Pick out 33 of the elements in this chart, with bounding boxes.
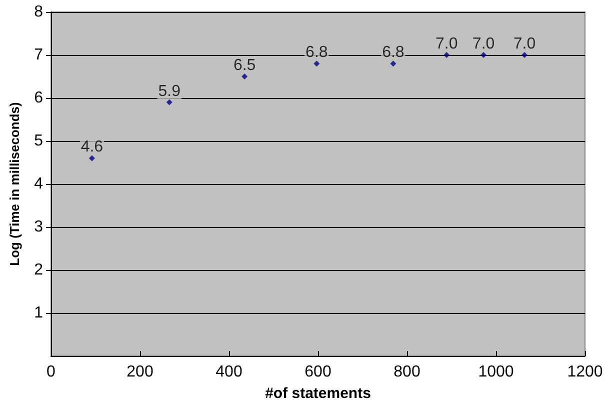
y-tick-label: 7 bbox=[34, 46, 44, 64]
data-label: 6.8 bbox=[306, 44, 328, 62]
data-label: 7.0 bbox=[472, 36, 495, 52]
data-label: 4.6 bbox=[80, 138, 104, 156]
data-label: 6.8 bbox=[382, 44, 404, 62]
y-tick-label: 3 bbox=[34, 218, 44, 236]
point bbox=[242, 74, 248, 80]
y-tick-label: 4 bbox=[34, 176, 44, 192]
point bbox=[314, 60, 320, 67]
x-tick-label: 200 bbox=[126, 364, 154, 380]
y-tick-label: 2 bbox=[34, 262, 44, 278]
x-axis-title: #of statements bbox=[265, 385, 371, 402]
point bbox=[390, 60, 396, 67]
data-label: 6.5 bbox=[233, 57, 256, 74]
x-tick-label: 800 bbox=[394, 364, 420, 380]
data-label: 7.0 bbox=[513, 36, 536, 52]
y-tick-label: 5 bbox=[34, 132, 44, 150]
y-tick-label: 1 bbox=[34, 304, 44, 322]
point bbox=[521, 52, 528, 58]
x-tick-label: 600 bbox=[304, 364, 332, 380]
x-tick-label: 400 bbox=[216, 364, 242, 380]
data-label: 5.9 bbox=[158, 82, 181, 100]
data-label: 7.0 bbox=[435, 36, 458, 52]
point bbox=[88, 155, 95, 162]
point bbox=[166, 99, 172, 106]
y-tick-label: 8 bbox=[34, 4, 44, 20]
x-tick-label: 1000 bbox=[478, 364, 514, 380]
y-tick-label: 6 bbox=[34, 90, 44, 106]
y-axis-title: Log (Time in milliseconds) bbox=[7, 102, 22, 266]
x-tick-label: 0 bbox=[46, 364, 56, 380]
x-tick-label: 1200 bbox=[567, 364, 603, 380]
point bbox=[480, 52, 487, 58]
point bbox=[444, 52, 450, 58]
